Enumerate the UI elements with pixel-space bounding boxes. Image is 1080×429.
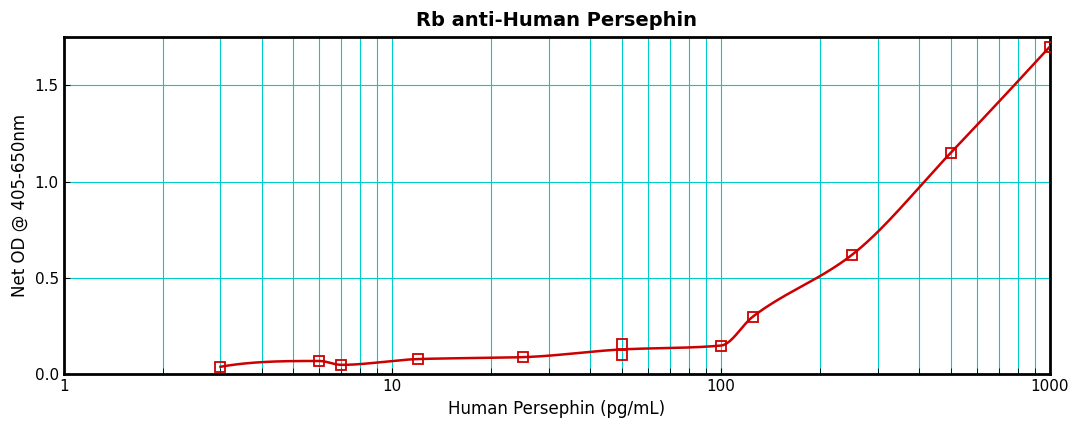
Title: Rb anti-Human Persephin: Rb anti-Human Persephin xyxy=(416,11,698,30)
X-axis label: Human Persephin (pg/mL): Human Persephin (pg/mL) xyxy=(448,400,665,418)
Y-axis label: Net OD @ 405-650nm: Net OD @ 405-650nm xyxy=(11,114,29,297)
